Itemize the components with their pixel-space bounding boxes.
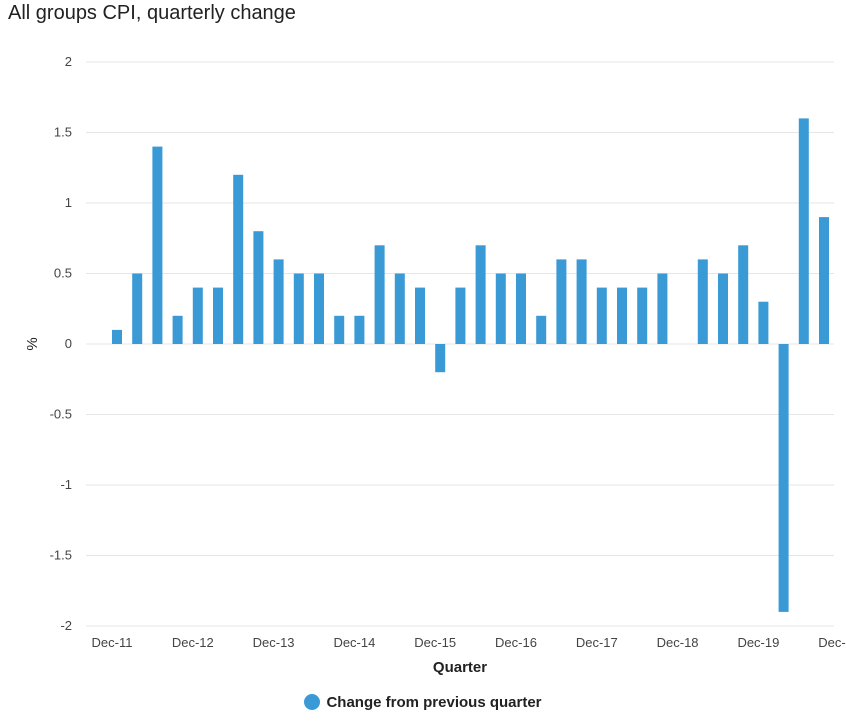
legend-symbol <box>304 694 321 710</box>
y-tick-label: -0.5 <box>50 407 72 422</box>
bar-jun-18[interactable] <box>637 287 648 344</box>
bar-chart: 2 1.5 1 0.5 0 -0.5 -1 -1.5 -2 Dec-11 Dec-12 Dec-13… <box>24 54 846 676</box>
bar-sep-13[interactable] <box>253 231 264 344</box>
legend-label: Change from previous quarter <box>326 694 542 711</box>
bar-mar-13[interactable] <box>213 287 223 344</box>
bar-sep-14[interactable] <box>334 315 345 344</box>
y-tick-label: 0.5 <box>54 266 72 281</box>
legend[interactable]: Change from previous quarter <box>0 694 846 711</box>
chart-title: All groups CPI, quarterly change <box>8 2 296 24</box>
x-tick-label: Dec-16 <box>495 635 537 650</box>
bar-jun-16[interactable] <box>475 245 486 344</box>
x-tick-label: Dec-15 <box>414 635 456 650</box>
bar-jun-14[interactable] <box>314 273 324 345</box>
x-tick-label: Dec-18 <box>657 635 699 650</box>
bar-sep-15[interactable] <box>415 287 425 344</box>
bar-mar-20[interactable] <box>778 344 789 612</box>
y-tick-label: -1 <box>60 477 72 492</box>
y-tick-label: -1.5 <box>50 548 72 563</box>
bar-sep-16[interactable] <box>495 273 506 345</box>
bar-dec-11[interactable] <box>112 329 122 344</box>
x-tick-label: Dec-14 <box>333 635 375 650</box>
bar-jun-13[interactable] <box>233 174 244 344</box>
bars <box>112 118 829 612</box>
bar-dec-19[interactable] <box>758 301 769 344</box>
x-axis-title: Quarter <box>433 659 487 676</box>
x-tick-label: Dec-19 <box>737 635 779 650</box>
bar-jun-17[interactable] <box>556 259 567 344</box>
y-tick-label: 2 <box>65 54 72 69</box>
bar-jun-19[interactable] <box>718 273 728 345</box>
x-tick-label: Dec-11 <box>92 635 133 650</box>
bar-sep-19[interactable] <box>738 245 749 344</box>
y-tick-label: 0 <box>65 336 72 351</box>
x-tick-label: Dec-13 <box>253 635 295 650</box>
y-tick-label: 1.5 <box>54 125 72 140</box>
bar-mar-12[interactable] <box>132 273 143 345</box>
bar-dec-14[interactable] <box>354 315 365 344</box>
bar-dec-16[interactable] <box>516 273 526 345</box>
y-axis-ticks: 2 1.5 1 0.5 0 -0.5 -1 -1.5 -2 <box>50 54 72 633</box>
bar-jun-20[interactable] <box>798 118 809 345</box>
y-tick-label: -2 <box>60 618 72 633</box>
y-axis-title: % <box>24 337 41 350</box>
bar-dec-12[interactable] <box>192 287 203 344</box>
bar-sep-18[interactable] <box>657 273 668 345</box>
bar-dec-13[interactable] <box>273 259 284 344</box>
bar-sep-12[interactable] <box>172 315 183 344</box>
bar-mar-16[interactable] <box>455 287 466 344</box>
bar-mar-19[interactable] <box>697 259 708 344</box>
bar-mar-17[interactable] <box>536 315 547 344</box>
bar-mar-14[interactable] <box>293 273 304 345</box>
bar-sep-20[interactable] <box>819 217 829 344</box>
bar-dec-17[interactable] <box>596 287 607 344</box>
bar-jun-12[interactable] <box>152 146 163 344</box>
x-axis-ticks: Dec-11 Dec-12 Dec-13 Dec-14 Dec-15 Dec-16 Dec-… <box>92 635 846 650</box>
bar-sep-17[interactable] <box>576 259 587 344</box>
bar-mar-18[interactable] <box>617 287 627 344</box>
bar-jun-15[interactable] <box>394 273 405 345</box>
bar-mar-15[interactable] <box>374 245 385 344</box>
x-tick-label: Dec-20 <box>818 635 846 650</box>
bar-dec-15[interactable] <box>435 344 446 373</box>
y-tick-label: 1 <box>65 195 72 210</box>
x-tick-label: Dec-12 <box>172 635 214 650</box>
x-tick-label: Dec-17 <box>576 635 618 650</box>
